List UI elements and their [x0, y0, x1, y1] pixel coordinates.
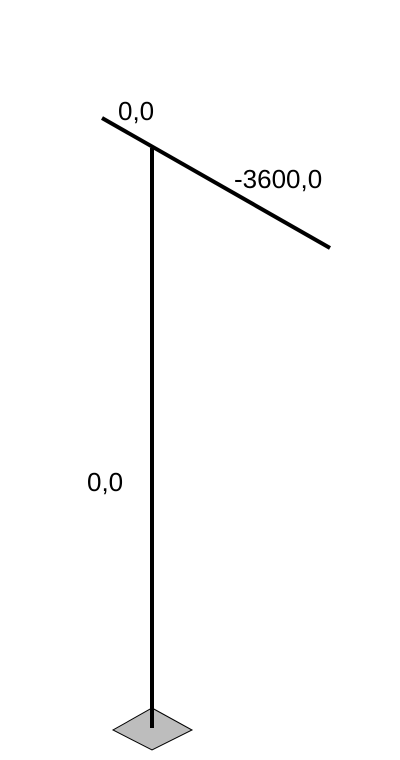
beam-left-end-value: 0,0 [118, 96, 154, 126]
beam-member [101, 116, 331, 250]
fixed-support [111, 707, 194, 751]
column-mid-value: 0,0 [87, 467, 123, 497]
beam-right-end-value: -3600,0 [234, 164, 322, 194]
